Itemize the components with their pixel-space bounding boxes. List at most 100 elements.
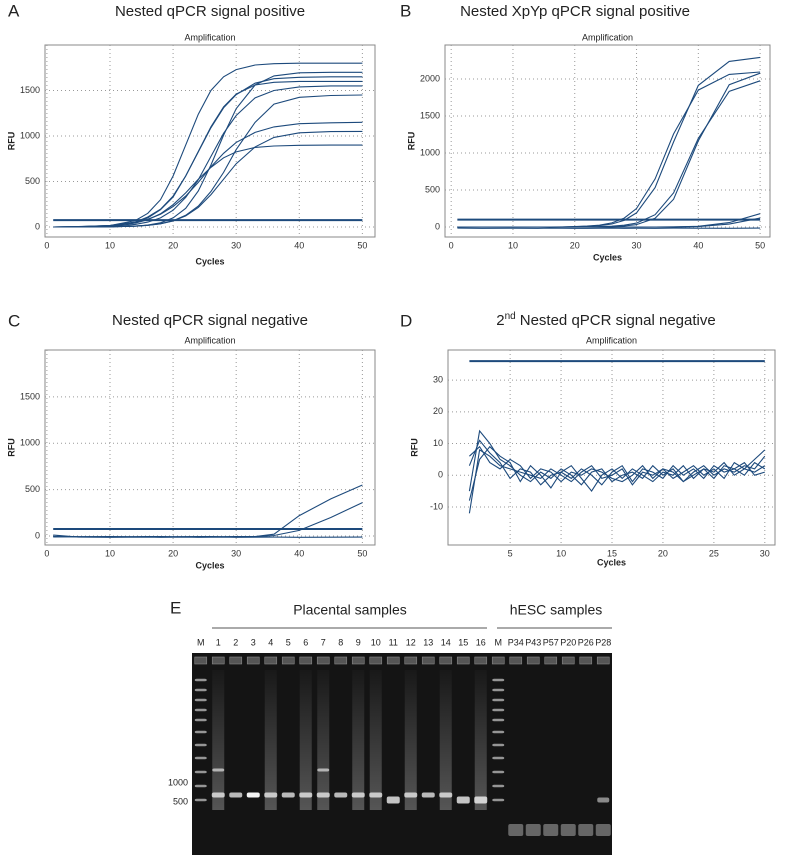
x-axis-label: Cycles bbox=[195, 560, 224, 570]
lane-label: 1 bbox=[216, 637, 221, 647]
gel-band bbox=[194, 770, 207, 774]
gel-smear bbox=[369, 670, 382, 810]
gel-well bbox=[579, 656, 593, 665]
lane-label: 15 bbox=[458, 637, 468, 647]
gel-well bbox=[316, 656, 330, 665]
gel-band bbox=[456, 796, 470, 804]
y-tick-label: 20 bbox=[433, 406, 443, 416]
lane-label: 12 bbox=[406, 637, 416, 647]
y-tick-label: 0 bbox=[35, 530, 40, 540]
gel-well bbox=[211, 656, 225, 665]
x-axis-label: Cycles bbox=[597, 557, 626, 567]
y-tick-label: 30 bbox=[433, 374, 443, 384]
gel-well bbox=[386, 656, 400, 665]
gel-well bbox=[264, 656, 278, 665]
y-tick-label: 500 bbox=[25, 176, 40, 186]
lane-label: 6 bbox=[303, 637, 308, 647]
gel-band bbox=[492, 678, 505, 682]
y-tick-label: 500 bbox=[425, 184, 440, 194]
lane-label: M bbox=[197, 637, 205, 647]
x-tick-label: 25 bbox=[709, 548, 719, 558]
gel-band bbox=[439, 792, 453, 798]
gel-band bbox=[386, 796, 400, 804]
amplification-curve bbox=[53, 80, 363, 228]
gel-band bbox=[492, 798, 505, 802]
y-tick-label: 1500 bbox=[420, 110, 440, 120]
gel-well bbox=[194, 656, 208, 665]
chart-panel: D 2nd Nested qPCR signal negative Amplifica… bbox=[400, 311, 776, 567]
gel-well bbox=[281, 656, 295, 665]
y-tick-label: 1000 bbox=[20, 130, 40, 140]
gel-band bbox=[492, 770, 505, 774]
title-superscript: nd bbox=[505, 311, 516, 322]
gel-well bbox=[334, 656, 348, 665]
chart-title: 2nd Nested qPCR signal negative bbox=[496, 311, 715, 329]
lane-label: P34 bbox=[508, 637, 524, 647]
x-tick-label: 5 bbox=[508, 548, 513, 558]
gel-band bbox=[404, 792, 418, 798]
amplification-curve bbox=[469, 445, 766, 483]
gel-well bbox=[369, 656, 383, 665]
title-text: Nested qPCR signal negative bbox=[520, 312, 716, 329]
gel-band bbox=[492, 743, 505, 747]
gel-well bbox=[561, 656, 575, 665]
amplification-curve bbox=[53, 130, 363, 228]
lane-label: 13 bbox=[423, 637, 433, 647]
x-tick-label: 40 bbox=[294, 240, 304, 250]
title-prefix: 2 bbox=[496, 312, 504, 329]
gel-band bbox=[492, 718, 505, 722]
plot-frame bbox=[44, 349, 376, 546]
group-title: hESC samples bbox=[510, 602, 603, 618]
x-tick-label: 10 bbox=[105, 548, 115, 558]
gel-band bbox=[194, 798, 207, 802]
lane-label: 14 bbox=[441, 637, 451, 647]
gel-band bbox=[317, 768, 330, 772]
gel-band bbox=[194, 718, 207, 722]
amplification-curve bbox=[457, 217, 761, 228]
y-tick-label: 500 bbox=[25, 484, 40, 494]
gel-band bbox=[281, 792, 295, 798]
lane-label: 7 bbox=[321, 637, 326, 647]
y-tick-label: 1000 bbox=[420, 147, 440, 157]
x-tick-label: 10 bbox=[508, 240, 518, 250]
plot-frame bbox=[447, 349, 776, 546]
lane-label: P26 bbox=[578, 637, 594, 647]
gel-band bbox=[299, 792, 313, 798]
gel-band bbox=[595, 824, 611, 836]
chart-subtitle: Amplification bbox=[586, 335, 637, 345]
lane-label: 9 bbox=[356, 637, 361, 647]
x-tick-label: 50 bbox=[755, 240, 765, 250]
lane-label: P28 bbox=[595, 637, 611, 647]
lane-label: 8 bbox=[338, 637, 343, 647]
plot-frame bbox=[444, 44, 771, 238]
lane-label: 4 bbox=[268, 637, 273, 647]
gel-band bbox=[369, 792, 383, 798]
x-tick-label: 20 bbox=[168, 240, 178, 250]
gel-band bbox=[351, 792, 365, 798]
gel-band bbox=[560, 824, 576, 836]
chart-title: Nested qPCR signal positive bbox=[115, 3, 305, 20]
x-axis-label: Cycles bbox=[593, 252, 622, 262]
x-tick-label: 20 bbox=[658, 548, 668, 558]
gel-band bbox=[194, 784, 207, 788]
gel-band bbox=[508, 824, 524, 836]
size-label: 1000 bbox=[168, 777, 188, 787]
gel-smear bbox=[352, 670, 365, 810]
gel-smear bbox=[212, 670, 225, 810]
gel-well bbox=[544, 656, 558, 665]
lane-label: 3 bbox=[251, 637, 256, 647]
gel-well bbox=[509, 656, 523, 665]
amplification-curve bbox=[468, 429, 766, 492]
size-label: 500 bbox=[173, 796, 188, 806]
x-tick-label: 50 bbox=[357, 240, 367, 250]
gel-band bbox=[194, 708, 207, 712]
amplification-curve bbox=[53, 534, 363, 538]
gel-smear bbox=[264, 670, 277, 810]
x-tick-label: 0 bbox=[44, 240, 49, 250]
y-tick-label: 1500 bbox=[20, 391, 40, 401]
chart-subtitle: Amplification bbox=[582, 32, 633, 42]
gel-band bbox=[194, 678, 207, 682]
lane-label: P57 bbox=[543, 637, 559, 647]
panel-letter: C bbox=[8, 311, 20, 330]
gel-band bbox=[194, 730, 207, 734]
